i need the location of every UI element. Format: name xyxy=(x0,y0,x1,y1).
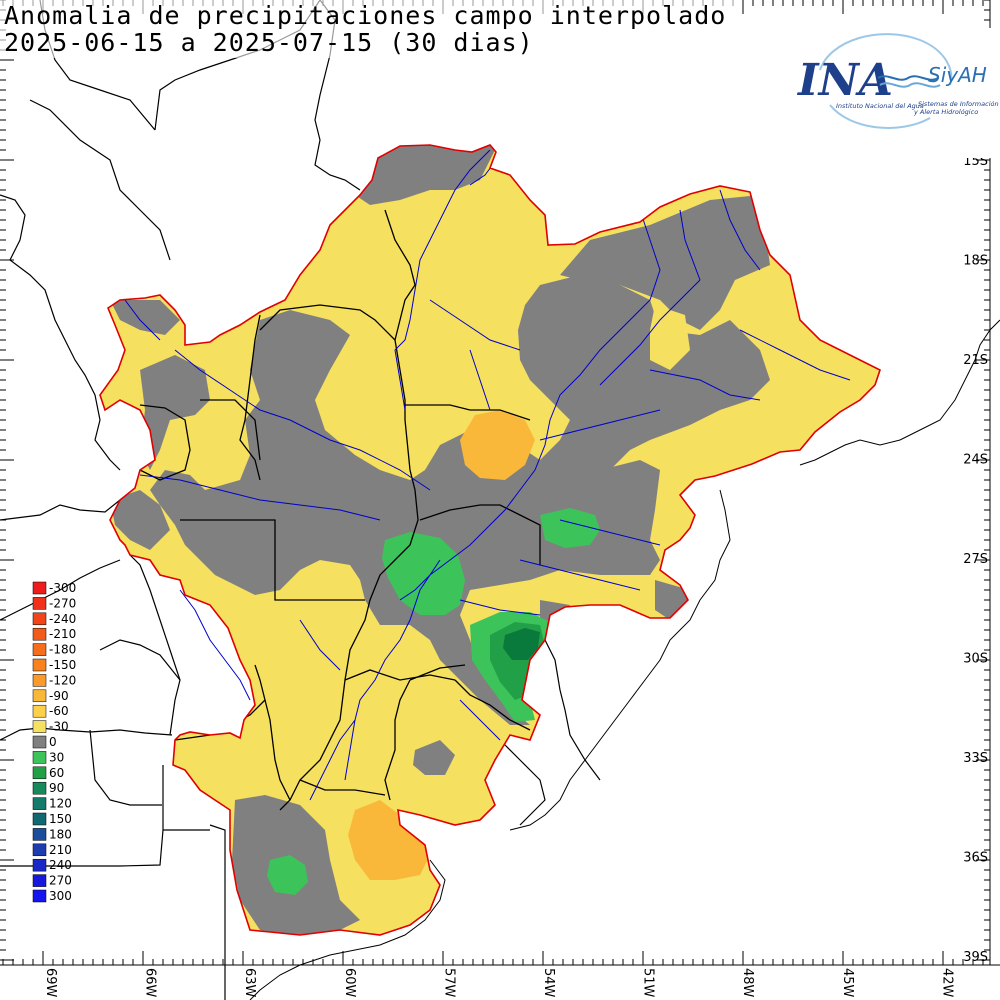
legend-swatch xyxy=(32,643,47,656)
legend-swatch xyxy=(32,597,47,610)
logo-ina-text: INA xyxy=(796,55,893,106)
lat-label: 36S xyxy=(963,851,988,866)
coastline xyxy=(249,319,1000,1000)
legend-swatch xyxy=(32,751,47,764)
legend-swatch xyxy=(32,874,47,887)
legend: -300-270-240-210-180-150-120-90-60-30030… xyxy=(32,581,76,903)
rivers xyxy=(124,149,851,801)
bottom-ticks xyxy=(2,951,984,965)
lat-label: 39S xyxy=(963,950,988,965)
title-line-1: Anomalia de precipitaciones campo interp… xyxy=(4,1,726,30)
legend-label: 180 xyxy=(49,827,72,841)
logo-system-desc-2: y Alerta Hidrológico xyxy=(913,108,978,116)
logo-wave-2-icon xyxy=(879,82,941,88)
legend-swatch xyxy=(32,812,47,826)
lon-label: 48W xyxy=(740,968,755,998)
legend-swatch xyxy=(32,843,47,857)
legend-swatch xyxy=(32,689,47,703)
logo-backdrop xyxy=(790,28,995,158)
title-line-2: 2025-06-15 a 2025-07-15 (30 dias) xyxy=(4,28,534,57)
legend-swatch xyxy=(32,735,47,749)
legend-label: -270 xyxy=(49,596,76,610)
basin-outline xyxy=(99,144,881,936)
near-normal-areas xyxy=(110,145,770,935)
legend-label: 270 xyxy=(49,874,72,888)
legend-swatch xyxy=(32,828,47,841)
lon-label: 51W xyxy=(641,968,656,998)
legend-label: -210 xyxy=(49,627,76,641)
lat-label: 24S xyxy=(963,453,988,468)
legend-label: 30 xyxy=(49,750,64,764)
legend-swatch xyxy=(32,658,47,672)
legend-swatch xyxy=(32,766,47,780)
legend-swatch xyxy=(32,612,47,626)
logo-arc-icon xyxy=(819,33,953,86)
legend-label: 90 xyxy=(49,781,64,795)
lon-label: 42W xyxy=(939,968,954,998)
legend-swatch xyxy=(32,720,47,733)
lon-label: 66W xyxy=(143,968,158,998)
legend-label: 210 xyxy=(49,843,72,857)
longitude-labels: 69W 66W 63W 60W 57W 54W 51W 48W 45W 42W xyxy=(43,968,954,998)
river-outside-basin xyxy=(179,589,251,701)
legend-label: -30 xyxy=(49,720,69,734)
lat-label: 21S xyxy=(963,353,988,368)
ina-logo: INA SiyAH Instituto Nacional del Agua Si… xyxy=(790,28,999,158)
lon-label: 57W xyxy=(441,968,456,998)
legend-label: 60 xyxy=(49,766,64,780)
dry-moderate-areas xyxy=(348,410,535,880)
legend-swatch xyxy=(32,704,47,718)
legend-swatch xyxy=(32,889,47,903)
legend-label: 300 xyxy=(49,889,72,903)
lat-label: 30S xyxy=(963,652,988,667)
legend-label: -90 xyxy=(49,689,69,703)
legend-label: 0 xyxy=(49,735,57,749)
legend-swatch xyxy=(32,781,47,795)
legend-label: -180 xyxy=(49,643,76,657)
lon-label: 69W xyxy=(43,968,58,998)
lon-label: 60W xyxy=(342,968,357,998)
legend-swatch xyxy=(32,627,47,641)
legend-label: -240 xyxy=(49,612,76,626)
lat-label: 27S xyxy=(963,552,988,567)
legend-label: 120 xyxy=(49,797,72,811)
logo-tagline: Instituto Nacional del Agua xyxy=(836,102,924,110)
legend-swatch xyxy=(32,858,47,872)
lat-label: 33S xyxy=(963,751,988,766)
title-backdrop xyxy=(0,0,735,58)
legend-swatch xyxy=(32,674,47,687)
legend-label: -120 xyxy=(49,673,76,687)
legend-label: -150 xyxy=(49,658,76,672)
legend-label: 240 xyxy=(49,858,72,872)
legend-label: -60 xyxy=(49,704,69,718)
lon-label: 54W xyxy=(541,968,556,998)
lon-label: 45W xyxy=(840,968,855,998)
wet-strong-areas xyxy=(503,628,540,660)
logo-system-desc-1: Sistemas de Información xyxy=(918,100,999,108)
internal-borders xyxy=(139,209,541,811)
legend-label: -300 xyxy=(49,581,76,595)
legend-swatch xyxy=(32,797,47,810)
logo-wave-icon xyxy=(877,75,939,81)
legend-swatch xyxy=(32,581,47,595)
logo-arc-lower-icon xyxy=(829,104,931,129)
lon-label: 63W xyxy=(242,968,257,998)
legend-label: 150 xyxy=(49,812,72,826)
lat-label: 18S xyxy=(963,254,988,269)
left-ticks xyxy=(0,0,14,961)
logo-siyah-text: SiyAH xyxy=(928,63,987,87)
